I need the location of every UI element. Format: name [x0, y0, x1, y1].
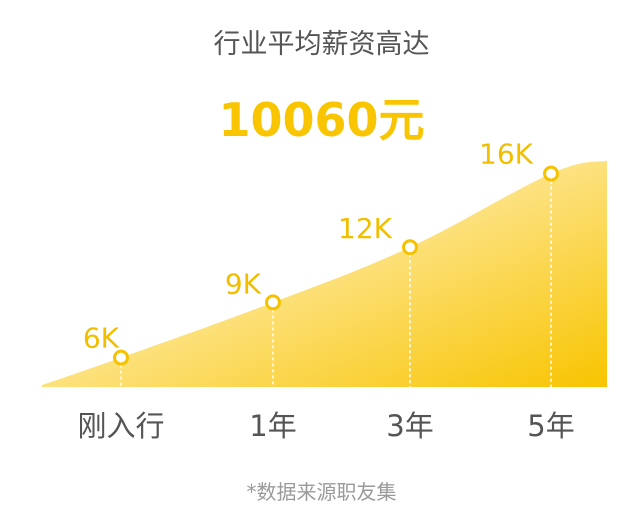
salary-area [42, 160, 607, 387]
data-label: 6K [83, 322, 120, 355]
x-tick-label: 3年 [386, 409, 433, 443]
data-point [402, 239, 418, 256]
data-point [265, 294, 281, 311]
data-label: 9K [225, 267, 262, 300]
x-tick-label: 刚入行 [77, 409, 164, 443]
average-salary-value: 10060元 [218, 93, 425, 147]
data-source-note: *数据来源职友集 [246, 480, 397, 504]
page-title: 行业平均薪资高达 [213, 29, 430, 60]
data-label: 16K [479, 138, 534, 171]
data-point [113, 349, 129, 366]
x-tick-label: 5年 [527, 409, 574, 443]
data-point [543, 165, 559, 182]
data-label: 12K [338, 212, 393, 245]
x-tick-label: 1年 [249, 409, 296, 443]
